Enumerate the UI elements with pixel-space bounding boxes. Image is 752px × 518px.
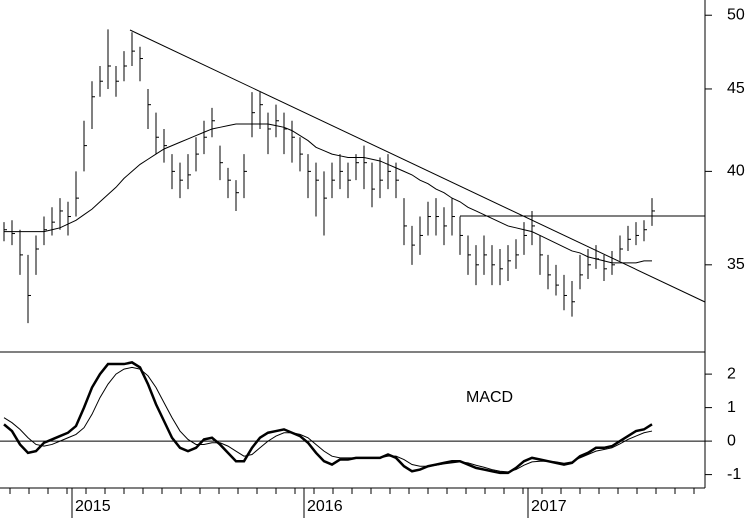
indicator-title: MACD [466, 389, 513, 406]
macd-line [3, 361, 653, 475]
y-tick-label: 1 [727, 399, 736, 416]
y-tick-label: 40 [727, 163, 745, 180]
moving-average [4, 123, 652, 264]
y-tick-label: 50 [727, 6, 745, 23]
y-tick-label: 35 [727, 256, 745, 273]
y-tick-label: 0 [727, 432, 736, 449]
x-tick-label: 2015 [75, 498, 111, 515]
trend-line [129, 29, 706, 303]
x-tick-label: 2016 [307, 498, 343, 515]
x-tick-label: 2017 [531, 498, 567, 515]
macd-line [3, 366, 653, 473]
y-tick-label: -1 [727, 466, 741, 483]
y-tick-label: 2 [727, 365, 736, 382]
y-tick-label: 45 [727, 80, 745, 97]
